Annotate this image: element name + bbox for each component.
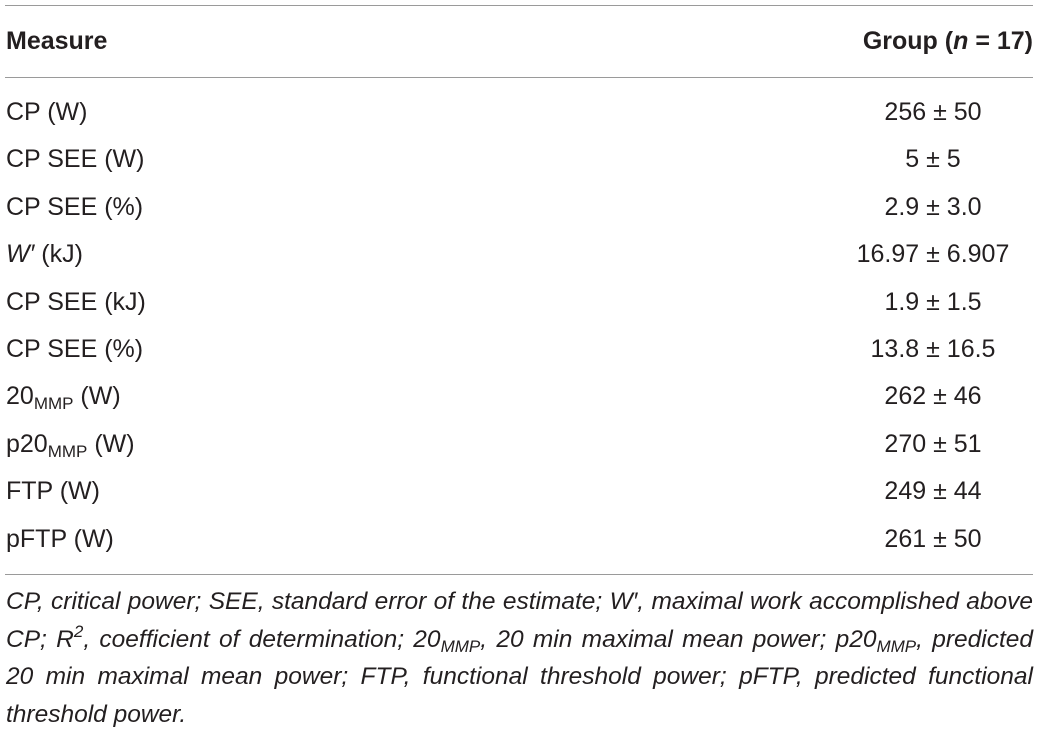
label-text: W′ <box>6 240 35 269</box>
label: CP SEE (kJ) <box>6 287 146 316</box>
label-subscript: MMP <box>33 394 74 414</box>
label: CP (W) <box>6 98 88 126</box>
value: 16.97 ± 6.907 <box>856 240 1010 269</box>
header-text: Group ( <box>862 27 954 55</box>
label: W′ (kJ) <box>5 231 833 278</box>
label-text: 20 <box>6 382 34 411</box>
data-table: Measure Group (n = 17) CP (W) 256 ± 50 CP… <box>5 5 1033 576</box>
label-text: (W) <box>73 382 121 411</box>
table-container: Measure Group (n = 17) CP (W) 256 ± 50 CP… <box>5 5 1033 733</box>
row: FTP (W) 249 ± 44 <box>5 468 1033 515</box>
header-cell: Group (n = 17) <box>833 5 1033 78</box>
value: 256 ± 50 <box>884 98 982 126</box>
label-text: (kJ) <box>34 240 83 269</box>
label: CP SEE (%) <box>6 335 144 364</box>
value: 2.9 ± 3.0 <box>884 192 982 221</box>
label: FTP (W) <box>6 477 100 506</box>
header-text: n <box>953 27 969 55</box>
label-text: p20 <box>6 429 48 458</box>
label: 20MMP (W) <box>5 373 833 420</box>
header-row: Measure Group (n = 17) <box>5 5 1033 78</box>
value: 1.9 ± 1.5 <box>884 287 982 316</box>
footnote-text: , coefficient of determination; 20 <box>83 625 441 653</box>
row: W′ (kJ) 16.97 ± 6.907 <box>5 231 1033 278</box>
header-cell: Measure <box>5 5 833 78</box>
label: pFTP (W) <box>5 515 833 576</box>
footnote-text: CP, critical power; SEE, standard error … <box>6 588 1033 653</box>
row: CP SEE (W) 5 ± 5 <box>5 136 1033 183</box>
footnote-text: , predicted 20 min maximal mean power; F… <box>6 625 1034 728</box>
footnote-subscript: MMP <box>440 636 481 656</box>
value: 270 ± 51 <box>884 429 982 458</box>
footnote-text: , 20 min maximal mean power; p20 <box>480 625 877 653</box>
row: 20MMP (W) 262 ± 46 <box>5 373 1033 420</box>
label: CP SEE (%) <box>6 192 144 221</box>
value: 5 ± 5 <box>905 145 961 174</box>
value: 261 ± 50 <box>833 515 1033 576</box>
row: CP SEE (%) 13.8 ± 16.5 <box>5 326 1033 373</box>
footnote-subscript: MMP <box>876 636 917 656</box>
row: CP SEE (%) 2.9 ± 3.0 <box>5 184 1033 231</box>
label-text: (W) <box>87 429 135 458</box>
value: 262 ± 46 <box>884 382 982 411</box>
label-subscript: MMP <box>47 441 88 461</box>
header-text: = 17) <box>968 27 1033 55</box>
row: CP SEE (kJ) 1.9 ± 1.5 <box>5 279 1033 326</box>
label: p20MMP (W) <box>5 421 833 468</box>
label: CP SEE (W) <box>6 145 145 174</box>
value: 13.8 ± 16.5 <box>870 335 996 364</box>
footnote: CP, critical power; SEE, standard error … <box>5 583 1033 733</box>
row: CP (W) 256 ± 50 <box>5 78 1033 137</box>
row: pFTP (W) 261 ± 50 <box>5 515 1033 576</box>
footnote-superscript: 2 <box>73 621 84 641</box>
row: p20MMP (W) 270 ± 51 <box>5 421 1033 468</box>
value: 249 ± 44 <box>884 477 982 506</box>
